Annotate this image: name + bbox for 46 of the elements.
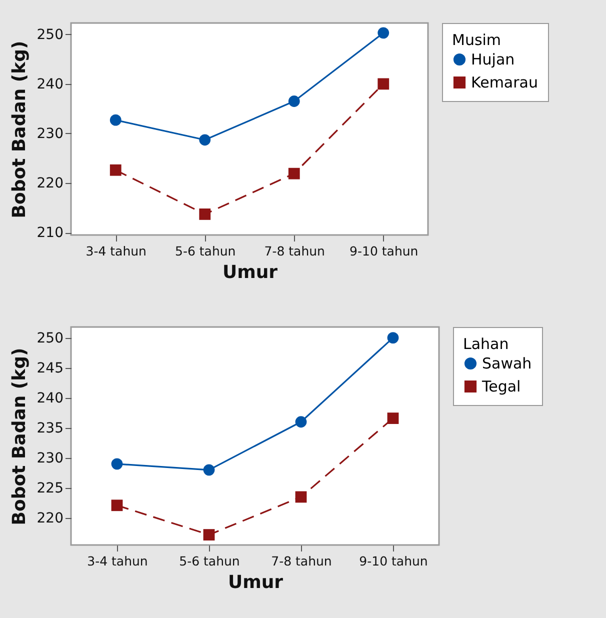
y-tick-label: 250 (36, 330, 64, 346)
y-tick-label: 230 (36, 450, 64, 466)
x-tick-label: 3-4 tahun (86, 244, 146, 258)
y-axis-title: Bobot Badan (kg) (8, 40, 30, 218)
x-tick-label: 5-6 tahun (179, 554, 240, 568)
point (288, 168, 300, 180)
x-tick-label: 3-4 tahun (87, 554, 148, 568)
y-tick-label: 210 (36, 225, 64, 242)
point (199, 134, 211, 146)
y-tick-label: 225 (36, 480, 64, 496)
x-axis-title: Umur (222, 262, 278, 283)
point (387, 412, 399, 424)
y-tick-label: 230 (36, 126, 64, 142)
y-axis-title: Bobot Badan (kg) (8, 348, 30, 526)
x-tick-label: 9-10 tahun (359, 554, 428, 568)
point (110, 164, 122, 176)
point (199, 208, 211, 220)
point (378, 27, 390, 39)
legend-label: Tegal (481, 378, 521, 396)
point (203, 529, 215, 540)
y-tick-label: 250 (36, 26, 64, 43)
point (387, 332, 399, 344)
point (378, 78, 390, 90)
legend-title: Musim (452, 31, 502, 49)
point (295, 491, 307, 503)
legend-label: Hujan (471, 50, 515, 68)
legend-label: Sawah (482, 354, 532, 372)
legend-title: Lahan (463, 335, 509, 353)
point (295, 416, 307, 428)
legend-label: Kemarau (471, 74, 538, 92)
point (203, 464, 215, 476)
y-tick-label: 220 (36, 510, 64, 526)
y-tick-label: 235 (36, 420, 64, 436)
y-tick-label: 245 (36, 360, 64, 376)
point (110, 114, 122, 126)
point (111, 500, 123, 512)
point (288, 96, 300, 107)
y-tick-label: 240 (36, 76, 64, 92)
point (111, 458, 123, 470)
x-tick-label: 9-10 tahun (350, 244, 418, 258)
y-tick-label: 220 (36, 175, 64, 192)
x-tick-label: 7-8 tahun (271, 554, 332, 568)
x-tick-label: 5-6 tahun (175, 244, 236, 258)
x-tick-label: 7-8 tahun (264, 244, 325, 258)
y-tick-label: 240 (36, 390, 64, 406)
x-axis-title: Umur (228, 572, 284, 593)
